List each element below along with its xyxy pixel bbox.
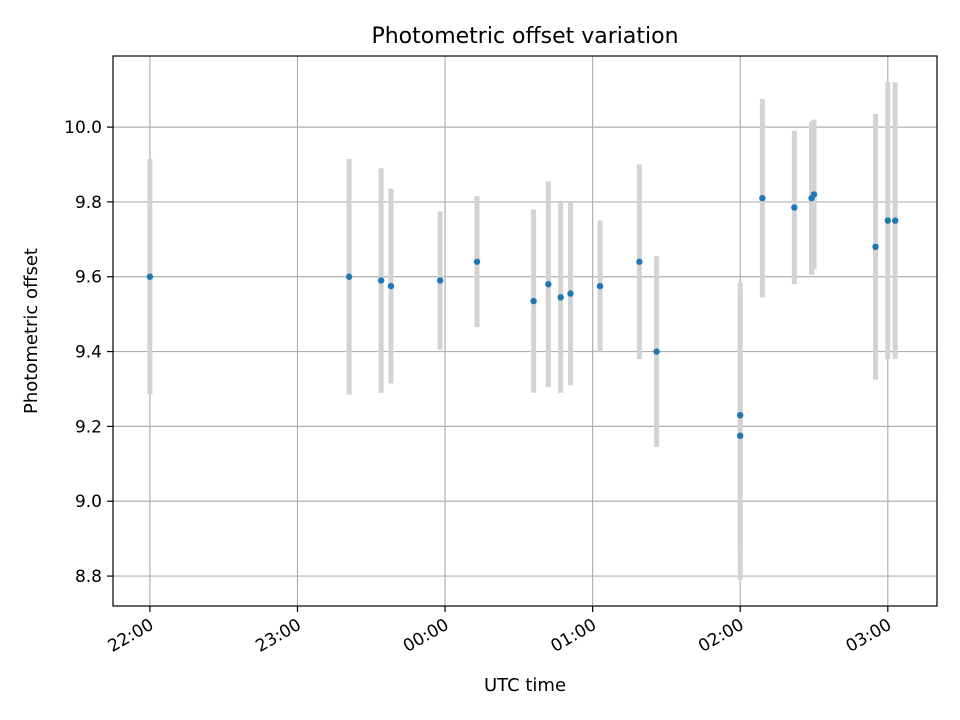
data-point (884, 217, 892, 224)
data-point (596, 282, 604, 290)
y-tick-label: 8.8 (75, 567, 102, 587)
x-axis-label: UTC time (484, 675, 566, 696)
data-point (636, 258, 643, 265)
data-point (146, 273, 154, 280)
data-point (810, 191, 818, 198)
y-tick-label: 9.2 (75, 417, 102, 437)
data-point (530, 297, 537, 305)
y-tick-label: 9.8 (75, 193, 102, 213)
data-point (737, 432, 744, 439)
data-point (891, 217, 899, 224)
data-point (473, 258, 481, 265)
data-point (653, 348, 660, 355)
data-points (146, 191, 899, 439)
data-point (557, 294, 564, 301)
y-tick-label: 10.0 (64, 118, 102, 138)
data-point (737, 411, 744, 419)
data-point (377, 277, 385, 284)
y-tick-label: 9.4 (75, 343, 102, 363)
data-point (791, 204, 798, 211)
data-point (436, 277, 444, 284)
chart-title: Photometric offset variation (371, 24, 678, 49)
data-point (567, 290, 574, 297)
data-point (545, 281, 552, 288)
data-point (345, 273, 353, 280)
data-point (872, 243, 879, 251)
y-tick-label: 9.0 (75, 492, 102, 512)
data-point (759, 194, 766, 202)
y-tick-label: 9.6 (75, 268, 102, 288)
plot-area-background (113, 56, 937, 606)
y-axis-label: Photometric offset (21, 248, 42, 414)
plot-frame (112, 55, 938, 607)
data-point (387, 282, 395, 290)
